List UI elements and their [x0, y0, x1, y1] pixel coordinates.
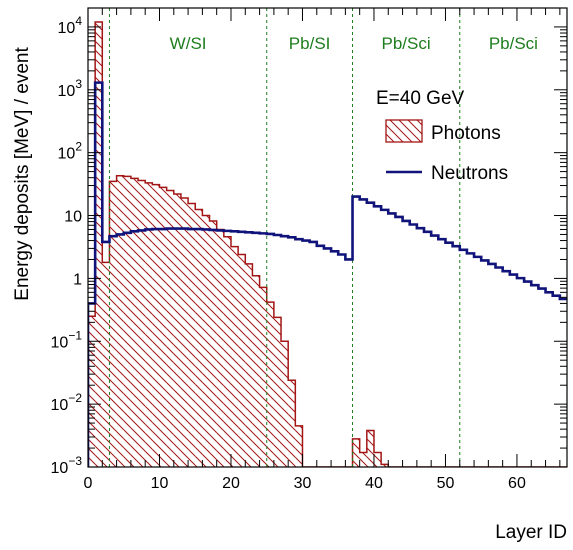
photons-bin	[245, 263, 253, 467]
legend-swatch-photons	[385, 119, 423, 143]
photons-bin	[130, 178, 139, 467]
plot-frame	[87, 7, 568, 468]
x-tick-label: 20	[222, 475, 240, 492]
photons-bin	[138, 180, 146, 467]
x-tick-label: 30	[294, 475, 312, 492]
photons-bin	[173, 194, 181, 467]
region-label: W/SI	[170, 34, 207, 53]
photons-bin	[238, 254, 246, 467]
photons-bin	[252, 275, 260, 467]
photons-bin	[216, 229, 224, 467]
y-tick-label: 10−3	[51, 454, 83, 477]
region-labels: W/SI Pb/SI Pb/Sci Pb/Sci	[170, 34, 538, 53]
legend: Photons Neutrons	[385, 119, 508, 184]
y-tick-label: 104	[58, 14, 83, 37]
x-tick-label: 50	[437, 475, 455, 492]
photons-bin	[295, 425, 303, 467]
region-label: Pb/SI	[289, 34, 331, 53]
photons-bin	[266, 302, 274, 467]
photons-bin	[352, 438, 360, 467]
photons-bin	[180, 198, 189, 467]
photons-bin	[166, 190, 174, 467]
y-tick-label: 10	[64, 209, 82, 226]
y-tick-label: 10−1	[51, 328, 83, 351]
x-axis-title: Layer ID	[495, 522, 567, 543]
photons-bin	[159, 187, 167, 467]
photons-bin	[202, 215, 210, 467]
region-label: Pb/Sci	[382, 34, 431, 53]
photons-bin	[95, 21, 103, 467]
photons-bin	[195, 209, 203, 467]
y-tick-label: 1	[73, 271, 82, 288]
photons-bin	[288, 380, 296, 467]
photons-bin	[359, 452, 367, 467]
x-tick-label: 40	[365, 475, 383, 492]
x-tick-label: 60	[508, 475, 526, 492]
photons-bin	[273, 317, 282, 467]
photons-bin	[259, 287, 267, 467]
legend-label-photons: Photons	[431, 123, 501, 144]
series-photons	[88, 21, 567, 467]
photons-bin	[188, 203, 196, 467]
annotation-energy: E=40 GeV	[376, 88, 465, 109]
photons-bin	[230, 246, 239, 467]
photons-bin	[381, 464, 389, 467]
legend-label-neutrons: Neutrons	[431, 163, 508, 184]
x-tick-label: 0	[84, 475, 93, 492]
region-label: Pb/Sci	[489, 34, 538, 53]
photons-bin	[152, 184, 160, 467]
photons-bin	[366, 430, 374, 467]
x-tick-label: 10	[151, 475, 169, 492]
y-axis-title: Energy deposits [MeV] / event	[12, 47, 33, 301]
neutrons-line	[88, 81, 567, 467]
y-tick-label: 10−2	[51, 391, 83, 414]
photons-bin	[281, 341, 289, 467]
photons-bin	[145, 182, 153, 467]
series-neutrons	[88, 81, 567, 467]
photons-outline	[88, 21, 567, 467]
photons-bin	[116, 175, 124, 467]
photons-bin	[102, 262, 110, 467]
axis-ticks: 0 10 20 30 40 50 60 10−3 10−2 10−1 1 10 102 103 104	[51, 7, 567, 492]
plot-area	[88, 8, 567, 467]
photons-bin	[373, 452, 382, 467]
photons-bin	[88, 316, 96, 467]
photons-bin	[109, 181, 117, 467]
y-tick-label: 102	[58, 140, 83, 163]
y-tick-label: 103	[58, 77, 83, 100]
photons-bin	[223, 236, 231, 467]
photons-bin	[123, 176, 131, 467]
photons-bin	[209, 220, 217, 467]
